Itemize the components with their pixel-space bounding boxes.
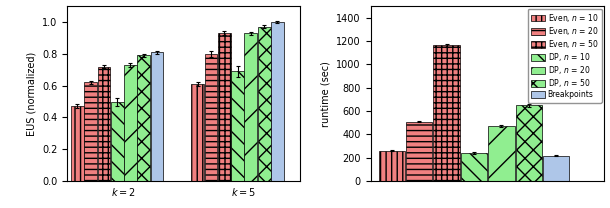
Bar	[231, 71, 244, 181]
Bar	[124, 65, 137, 181]
Bar	[245, 33, 257, 181]
Bar	[137, 56, 150, 181]
Bar	[488, 126, 515, 181]
Bar	[71, 106, 84, 181]
Bar	[84, 83, 97, 181]
Y-axis label: EUS (normalized): EUS (normalized)	[26, 51, 37, 136]
Bar	[151, 52, 163, 181]
Bar	[434, 45, 460, 181]
Bar	[461, 153, 487, 181]
Bar	[515, 105, 542, 181]
Bar	[379, 151, 405, 181]
Bar	[258, 27, 270, 181]
Y-axis label: runtime (sec): runtime (sec)	[321, 61, 331, 126]
Bar	[98, 67, 110, 181]
Bar	[192, 84, 204, 181]
Bar	[205, 54, 217, 181]
Bar	[543, 156, 569, 181]
Bar	[271, 22, 284, 181]
Bar	[111, 102, 124, 181]
Bar	[406, 121, 432, 181]
Legend: Even, $n$ = 10, Even, $n$ = 20, Even, $n$ = 50, DP, $n$ = 10, DP, $n$ = 20, DP, : Even, $n$ = 10, Even, $n$ = 20, Even, $n…	[528, 9, 601, 103]
Bar	[218, 33, 231, 181]
